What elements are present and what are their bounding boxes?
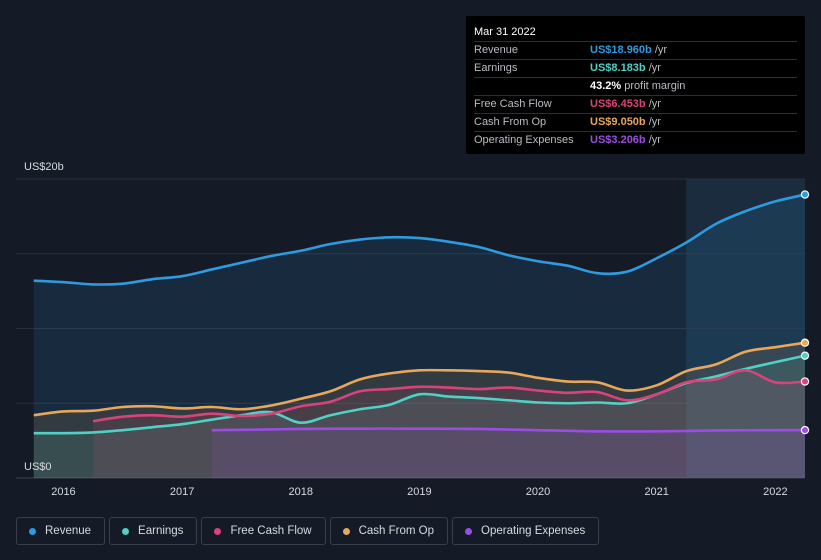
legend-dot-icon	[29, 527, 36, 535]
x-axis-ticks: 2016 2017 2018 2019 2020 2021 2022	[51, 486, 787, 498]
tooltip-row-value: US$18.960b /yr	[590, 44, 668, 56]
free-cash-flow-line	[92, 369, 806, 423]
tooltip-row-label: Operating Expenses	[474, 134, 574, 146]
operating-expenses-area	[211, 428, 806, 478]
free-cash-flow-area	[93, 370, 805, 478]
tooltip-row: Revenue US$18.960b /yr	[474, 42, 797, 60]
tooltip-row-label: Revenue	[474, 44, 519, 56]
legend: Revenue Earnings Free Cash Flow Cash From O…	[16, 517, 600, 545]
gridlines	[16, 178, 805, 479]
x-tick-label: 2020	[526, 486, 550, 498]
cash-from-op-line	[33, 341, 806, 417]
tooltip-row: Cash From Op US$9.050b /yr	[474, 114, 797, 132]
tooltip-row: 43.2% profit margin	[474, 78, 797, 96]
operating-expenses-line	[211, 427, 806, 433]
free-cash-flow-endpoint	[800, 377, 810, 386]
earnings-area	[33, 355, 805, 478]
tooltip-row-value: US$3.206b /yr	[590, 134, 661, 146]
tooltip-row-unit: /yr	[645, 62, 661, 74]
tooltip-row-unit: /yr	[651, 44, 668, 56]
revenue-line	[33, 193, 806, 286]
legend-label: Operating Expenses	[481, 525, 586, 537]
tooltip-row-value: US$9.050b /yr	[590, 116, 661, 128]
tooltip-row-label: Cash From Op	[474, 116, 547, 128]
y-axis-bottom-label: US$0	[24, 461, 52, 473]
tooltip-row: Free Cash Flow US$6.453b /yr	[474, 96, 797, 114]
tooltip-row-unit: /yr	[645, 98, 661, 110]
tooltip-row-label: Free Cash Flow	[474, 98, 552, 110]
legend-item-cash-from-op[interactable]: Cash From Op	[329, 517, 449, 545]
tooltip-row-value: 43.2% profit margin	[590, 80, 686, 92]
x-tick-label: 2021	[644, 486, 668, 498]
tooltip-row-unit: /yr	[645, 116, 661, 128]
cash-from-op-area	[33, 342, 805, 478]
legend-dot-icon	[465, 527, 473, 535]
x-tick-label: 2017	[170, 486, 194, 498]
tooltip-row-unit: /yr	[645, 134, 661, 146]
tooltip-row: Earnings US$8.183b /yr	[474, 60, 797, 78]
series-endpoints	[800, 190, 810, 435]
x-tick-label: 2019	[407, 486, 431, 498]
tooltip-row-value: US$6.453b /yr	[590, 98, 661, 110]
tooltip-date: Mar 31 2022	[474, 24, 797, 42]
revenue-endpoint	[800, 190, 810, 199]
legend-item-operating-expenses[interactable]: Operating Expenses	[452, 517, 600, 545]
legend-label: Free Cash Flow	[230, 525, 312, 537]
legend-dot-icon	[122, 527, 130, 535]
legend-label: Revenue	[45, 525, 92, 537]
tooltip-row: Operating Expenses US$3.206b /yr	[474, 132, 797, 149]
legend-item-revenue[interactable]: Revenue	[16, 517, 106, 545]
series-lines	[33, 193, 806, 435]
legend-dot-icon	[342, 527, 350, 535]
tooltip-row-value: US$8.183b /yr	[590, 62, 661, 74]
x-tick-label: 2016	[51, 486, 75, 498]
x-tick-label: 2022	[763, 486, 787, 498]
cash-from-op-endpoint	[800, 338, 810, 347]
earnings-endpoint	[800, 351, 810, 360]
operating-expenses-endpoint	[800, 425, 810, 435]
legend-label: Earnings	[138, 525, 184, 537]
tooltip-panel: Mar 31 2022 Revenue US$18.960b /yr Earning…	[466, 16, 805, 154]
x-tick-label: 2018	[289, 486, 313, 498]
legend-dot-icon	[214, 527, 222, 535]
legend-item-free-cash-flow[interactable]: Free Cash Flow	[201, 517, 326, 545]
tooltip-row-label: Earnings	[474, 62, 518, 74]
tooltip-rows: Revenue US$18.960b /yr Earnings US$8.183b /…	[474, 42, 797, 149]
legend-item-earnings[interactable]: Earnings	[109, 517, 198, 545]
tooltip-row-unit: profit margin	[621, 80, 686, 92]
legend-label: Cash From Op	[358, 525, 435, 537]
y-axis-top-label: US$20b	[24, 161, 64, 173]
